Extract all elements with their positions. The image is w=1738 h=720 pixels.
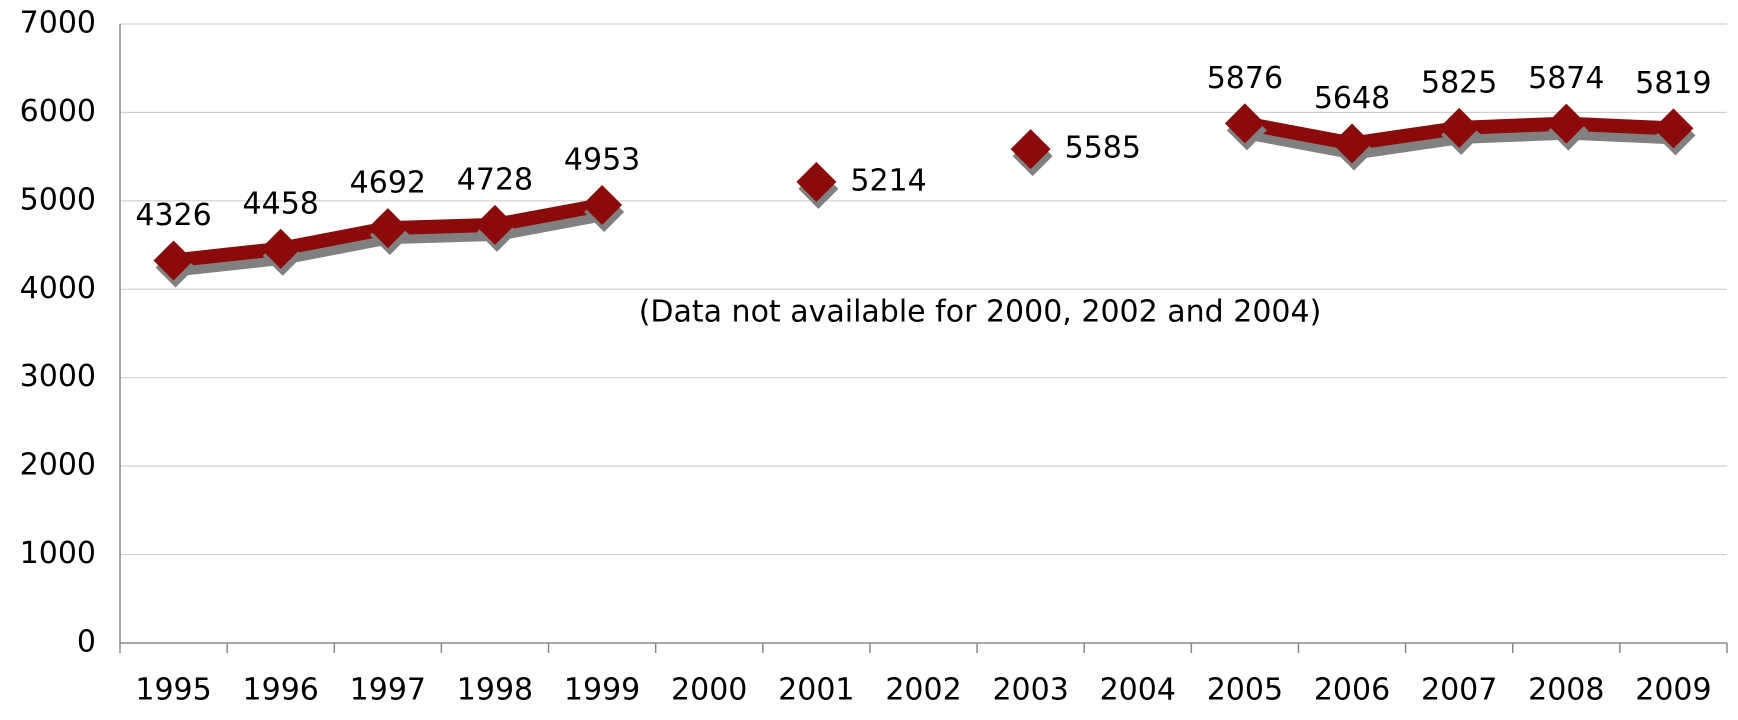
marker (1439, 107, 1480, 148)
marker (474, 204, 515, 245)
x-tick-label: 2007 (1421, 673, 1497, 708)
marker (1653, 108, 1694, 149)
marker (1010, 129, 1051, 170)
x-tick-label: 2005 (1207, 673, 1283, 708)
x-tick-label: 2004 (1100, 673, 1176, 708)
y-tick-label: 1000 (20, 536, 96, 571)
data-label: 5825 (1421, 65, 1497, 100)
x-tick-label: 2008 (1528, 673, 1604, 708)
marker (260, 228, 301, 269)
x-tick-label: 1995 (135, 673, 211, 708)
marker (1224, 103, 1265, 144)
x-tick-label: 1998 (457, 673, 533, 708)
y-tick-label: 0 (77, 625, 96, 660)
data-label: 5874 (1528, 61, 1604, 96)
y-tick-label: 2000 (20, 448, 96, 483)
annotation: (Data not available for 2000, 2002 and 2… (639, 295, 1322, 330)
y-tick-label: 3000 (20, 359, 96, 394)
data-label: 4953 (564, 143, 640, 178)
marker (582, 185, 623, 226)
y-tick-label: 7000 (20, 6, 96, 41)
x-tick-label: 2001 (778, 673, 854, 708)
y-tick-label: 4000 (20, 271, 96, 306)
x-tick-label: 1999 (564, 673, 640, 708)
data-label: 4326 (135, 198, 211, 233)
marker (367, 208, 408, 249)
data-label: 5648 (1314, 81, 1390, 116)
x-tick-label: 1997 (350, 673, 426, 708)
data-label: 5876 (1207, 61, 1283, 96)
data-label: 5214 (850, 163, 926, 198)
x-tick-label: 2002 (885, 673, 961, 708)
data-label: 4458 (243, 186, 319, 221)
marker (1332, 123, 1373, 164)
data-label: 5819 (1635, 66, 1711, 101)
x-tick-label: 1996 (243, 673, 319, 708)
data-label: 5585 (1065, 131, 1141, 166)
x-tick-label: 2006 (1314, 673, 1390, 708)
y-tick-label: 6000 (20, 94, 96, 129)
data-label: 4692 (350, 166, 426, 201)
marker (1546, 103, 1587, 144)
marker (153, 240, 194, 281)
marker (796, 161, 837, 202)
data-label: 4728 (457, 162, 533, 197)
x-tick-label: 2000 (671, 673, 747, 708)
y-tick-label: 5000 (20, 182, 96, 217)
x-tick-label: 2009 (1635, 673, 1711, 708)
x-tick-label: 2003 (992, 673, 1068, 708)
